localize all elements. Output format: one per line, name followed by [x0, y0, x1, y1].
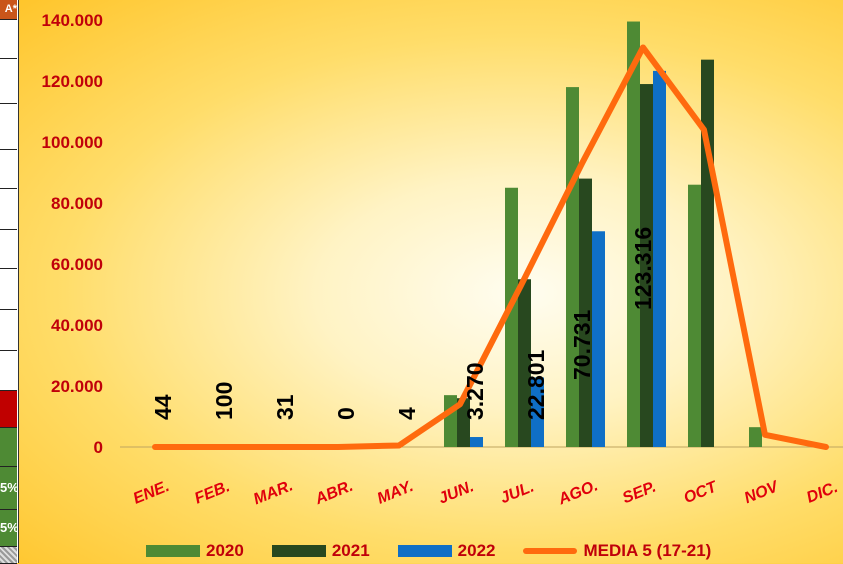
- x-category-label: OCT: [681, 478, 720, 507]
- legend-item-media: MEDIA 5 (17-21): [523, 541, 711, 561]
- legend-item-2021: 2021: [272, 541, 370, 561]
- legend-item-2020: 2020: [146, 541, 244, 561]
- bar-2020: [566, 87, 579, 447]
- x-category-label: MAR.: [251, 477, 295, 508]
- x-category-label: DIC.: [804, 479, 840, 507]
- x-category-label: ENE.: [131, 478, 172, 508]
- bar-2022: [470, 437, 483, 447]
- x-category-label: ABR.: [312, 478, 356, 509]
- chart-plot: 0 20.000 40.000 60.000 80.000 100.000 120.000 1…: [0, 0, 843, 540]
- x-category-label: FEB.: [192, 478, 232, 507]
- x-category-label: JUL.: [498, 478, 537, 507]
- y-tick-label: 40.000: [51, 316, 103, 335]
- legend-item-2022: 2022: [398, 541, 496, 561]
- data-label: 70.731: [569, 309, 595, 380]
- legend-swatch-2021: [272, 545, 326, 557]
- x-category-label: AGO.: [555, 477, 600, 508]
- y-tick-label: 120.000: [42, 72, 103, 91]
- legend: 2020 2021 2022 MEDIA 5 (17-21): [146, 540, 739, 562]
- bar-2020: [444, 395, 457, 447]
- media-line-group: [155, 47, 826, 447]
- bar-2020: [688, 185, 701, 447]
- media-line: [155, 47, 826, 447]
- data-label: 3.270: [462, 362, 488, 420]
- data-label: 22.801: [523, 349, 549, 420]
- y-tick-label: 80.000: [51, 194, 103, 213]
- bar-2021: [701, 60, 714, 447]
- x-category-label: MAY.: [375, 478, 416, 508]
- data-label: 4: [394, 407, 420, 420]
- data-label: 123.316: [630, 227, 656, 310]
- data-label: 44: [150, 394, 176, 420]
- legend-swatch-2022: [398, 545, 452, 557]
- y-tick-label: 20.000: [51, 377, 103, 396]
- y-tick-label: 0: [94, 438, 103, 457]
- y-tick-label: 100.000: [42, 133, 103, 152]
- legend-swatch-2020: [146, 545, 200, 557]
- data-label: 100: [211, 382, 237, 420]
- legend-label-2020: 2020: [206, 541, 244, 561]
- x-category-label: JUN.: [436, 478, 476, 507]
- bar-2020: [749, 427, 762, 447]
- y-tick-label: 140.000: [42, 11, 103, 30]
- y-tick-label: 60.000: [51, 255, 103, 274]
- strip-pattern-cell: [0, 547, 17, 564]
- legend-swatch-media: [523, 548, 577, 554]
- legend-label-2022: 2022: [458, 541, 496, 561]
- legend-label-media: MEDIA 5 (17-21): [583, 541, 711, 561]
- x-category-label: NOV: [742, 478, 782, 507]
- data-label: 31: [272, 394, 298, 420]
- x-axis-categories: ENE. FEB. MAR. ABR. MAY. JUN. JUL. AGO. SEP. OCT N…: [131, 477, 841, 508]
- y-axis-ticks: 0 20.000 40.000 60.000 80.000 100.000 120.000 1…: [42, 11, 103, 457]
- data-label: 0: [333, 407, 359, 420]
- x-category-label: SEP.: [620, 479, 658, 508]
- legend-label-2021: 2021: [332, 541, 370, 561]
